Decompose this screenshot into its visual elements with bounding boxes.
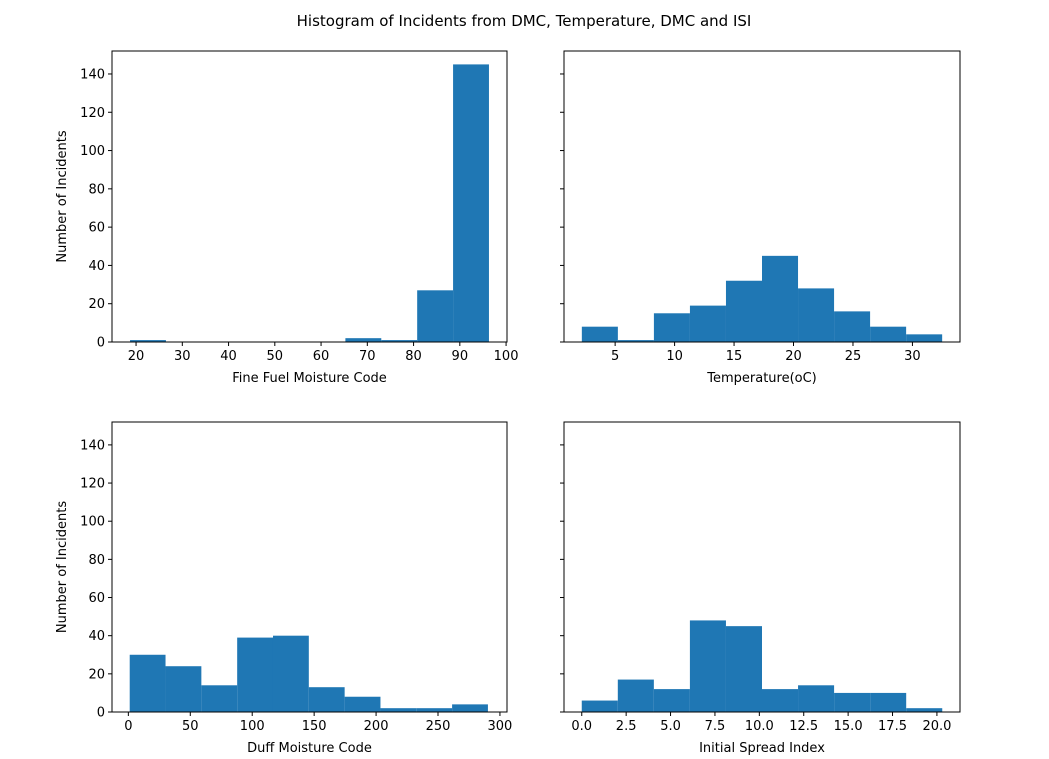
axes-frame [563,421,961,713]
x-tick-label: 12.5 [789,719,818,734]
y-tick-label: 100 [80,515,105,530]
x-tick-label: 50 [267,349,284,364]
x-tick-label: 20 [785,349,802,364]
x-tick-label: 60 [313,349,330,364]
x-tick-label: 15 [726,349,743,364]
x-tick-label: 100 [494,349,519,364]
x-tick-label: 50 [182,719,199,734]
histogram-bar [381,340,418,342]
x-tick-label: 25 [845,349,862,364]
histogram-bar [870,692,907,712]
x-tick-label: 15.0 [834,719,863,734]
x-tick-label: 80 [405,349,422,364]
panel-fine-fuel-moisture-code: 20 30 40 50 60 70 80 90 100 0 20 40 60 80 100 120 140 Fin… [55,50,519,386]
histogram-bar [345,338,382,342]
axes-frame [111,421,508,713]
histogram-bar [870,326,907,342]
panel-temperature: 5 10 15 20 25 30 Temperature(oC) [560,50,961,386]
y-tick-label: 20 [88,297,105,312]
y-tick-label: 60 [88,591,105,606]
histogram-bar [617,340,654,342]
histogram-bar [834,692,871,712]
y-tick-label: 140 [80,438,105,453]
x-tick-label: 17.5 [878,719,907,734]
figure-title: Histogram of Incidents from DMC, Tempera… [297,12,752,30]
histogram-bar [906,708,943,712]
y-tick-label: 80 [88,553,105,568]
x-tick-label: 20.0 [922,719,951,734]
histogram-bar [653,689,690,712]
y-tick-label: 0 [97,706,105,721]
panel-initial-spread-index: 0.0 2.5 5.0 7.5 10.0 12.5 15.0 17.5 20.0 Initial … [560,421,961,756]
histogram-bar [725,626,762,712]
histogram-bar [689,620,726,712]
histogram-bar [689,305,726,342]
x-tick-label: 150 [302,719,327,734]
x-axis-label: Duff Moisture Code [247,741,372,756]
histogram-bar [237,637,273,712]
histogram-bar [834,311,871,342]
histogram-bar [798,685,835,712]
panel-duff-moisture-code: 0 50 100 150 200 250 300 0 20 40 60 80 100 120 140 Duff… [55,421,513,756]
histogram-bar [417,290,454,342]
histogram-bar [798,288,835,342]
x-tick-label: 30 [174,349,191,364]
x-tick-label: 40 [220,349,237,364]
x-tick-label: 10.0 [745,719,774,734]
x-axis-label: Initial Spread Index [699,741,825,756]
x-tick-label: 2.5 [616,719,637,734]
x-tick-label: 0 [124,719,132,734]
x-tick-label: 250 [426,719,451,734]
x-tick-label: 0.0 [571,719,592,734]
x-tick-label: 100 [240,719,265,734]
x-tick-label: 200 [364,719,389,734]
x-tick-label: 5.0 [660,719,681,734]
x-tick-label: 90 [452,349,469,364]
y-tick-label: 0 [97,336,105,351]
y-tick-label: 140 [80,67,105,82]
histogram-bar [581,326,618,342]
y-tick-label: 60 [88,221,105,236]
histogram-bar [416,708,453,712]
histogram-bar [653,313,690,342]
histogram-bar [453,64,489,343]
y-tick-label: 40 [88,259,105,274]
x-tick-label: 20 [128,349,145,364]
histogram-bar [380,708,417,712]
histogram-bar [452,704,488,712]
y-tick-label: 120 [80,106,105,121]
histogram-bar [130,340,166,342]
x-tick-label: 70 [359,349,376,364]
histogram-bar [201,685,238,712]
y-tick-label: 80 [88,182,105,197]
histogram-bar [581,700,618,712]
x-axis-label: Temperature(oC) [706,371,817,386]
y-tick-label: 40 [88,629,105,644]
histogram-bar [725,280,762,342]
histogram-bar [344,696,381,712]
x-tick-label: 300 [488,719,513,734]
histogram-bar [617,679,654,712]
y-axis-label: Number of Incidents [55,130,70,262]
x-tick-label: 30 [904,349,921,364]
x-axis-label: Fine Fuel Moisture Code [232,371,387,386]
x-tick-label: 5 [611,349,619,364]
axes-frame [563,50,961,343]
y-tick-label: 120 [80,477,105,492]
y-axis-label: Number of Incidents [55,501,70,633]
histogram-bar [272,635,309,712]
histogram-bar [762,255,799,342]
y-tick-label: 20 [88,667,105,682]
histogram-bar [762,689,799,712]
axes-frame [111,50,508,343]
y-tick-label: 100 [80,144,105,159]
histogram-bar [906,334,943,342]
histogram-bar [129,654,166,712]
x-tick-label: 10 [666,349,683,364]
x-tick-label: 7.5 [705,719,726,734]
histogram-bar [308,687,345,712]
histogram-bar [165,666,202,712]
